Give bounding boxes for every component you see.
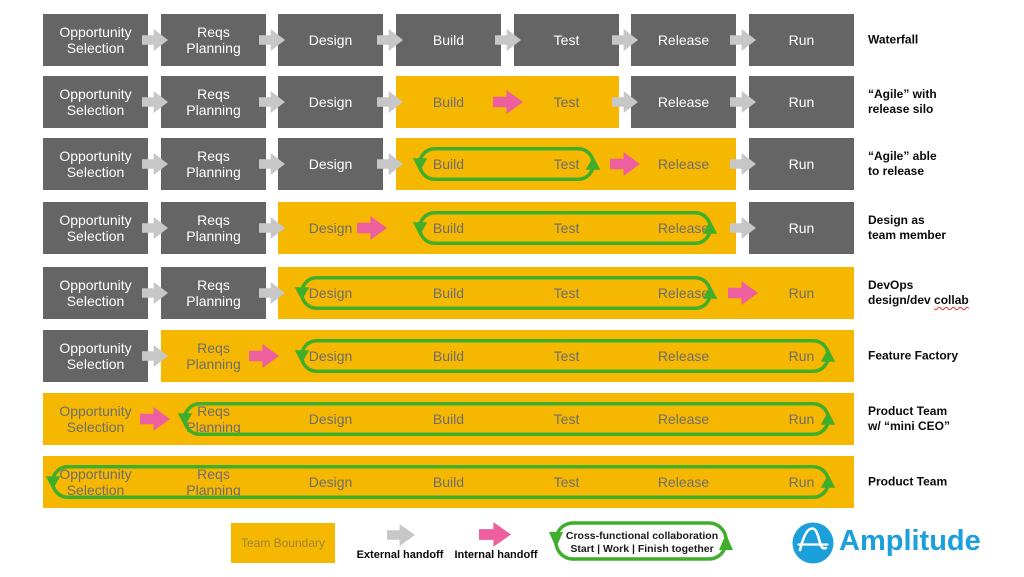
stage-box-gray [278, 138, 383, 190]
collaboration-loop-icon [542, 517, 740, 565]
external-handoff-arrow-icon [259, 28, 286, 52]
row-label-line: DevOps [868, 278, 914, 292]
internal-handoff-arrow-icon [727, 280, 758, 306]
legend-collab-line1: Cross-functional collaboration [565, 530, 719, 542]
team-boundary-block [43, 456, 854, 508]
external-handoff-arrow-icon [612, 28, 639, 52]
collaboration-loop-icon [412, 147, 601, 181]
row-label-line: “Agile” able [868, 149, 937, 163]
row-label-text: design/dev [868, 293, 935, 307]
external-handoff-arrow-icon [141, 90, 168, 114]
spellcheck-underlined-word: collab [934, 293, 969, 307]
external-handoff-arrow-icon [259, 152, 286, 176]
collaboration-loop-icon [45, 465, 836, 499]
row-label-line: design/dev collab [868, 293, 969, 308]
row-label-line: team member [868, 228, 947, 242]
legend-internal-handoff-label: Internal handoff [454, 549, 538, 561]
stage-box-gray [43, 330, 148, 382]
external-handoff-arrow-icon [259, 90, 286, 114]
stage-box-gray [396, 14, 501, 66]
team-boundary-block [396, 138, 736, 190]
external-handoff-arrow-icon [141, 281, 168, 305]
stage-box-gray [749, 202, 854, 254]
row-label: Waterfall [868, 33, 918, 48]
stage-box-gray [278, 14, 383, 66]
stage-box-gray [43, 202, 148, 254]
external-handoff-arrow-icon [494, 28, 521, 52]
external-handoff-arrow-icon [729, 28, 756, 52]
row-label-line: Waterfall [868, 32, 919, 47]
stage-box-gray [278, 76, 383, 128]
row-label: Product Team [868, 475, 947, 490]
stage-box-gray [43, 267, 148, 319]
external-handoff-arrow-icon [141, 152, 168, 176]
external-handoff-arrow-icon [612, 90, 639, 114]
row-label-line: Product Team [868, 474, 948, 489]
stage-box-gray [161, 14, 266, 66]
row-label: “Agile” with release silo [868, 87, 937, 117]
team-boundary-block [278, 267, 854, 319]
external-handoff-arrow-icon [141, 28, 168, 52]
external-handoff-arrow-icon [376, 28, 403, 52]
legend-collaboration-label: Cross-functional collaboration Start | W… [556, 527, 728, 559]
amplitude-logo-icon [792, 522, 834, 564]
internal-handoff-arrow-icon [479, 521, 511, 548]
external-handoff-arrow-icon [387, 523, 415, 547]
external-handoff-arrow-icon [376, 90, 403, 114]
stage-box-gray [749, 76, 854, 128]
collaboration-loop-icon [177, 402, 836, 436]
external-handoff-arrow-icon [141, 216, 168, 240]
internal-handoff-arrow-icon [249, 343, 280, 369]
team-boundary-block [278, 202, 736, 254]
row-label-line: Design as [868, 213, 925, 227]
external-handoff-arrow-icon [259, 216, 286, 240]
internal-handoff-arrow-icon [139, 406, 170, 432]
row-label: DevOps design/dev collab [868, 278, 969, 308]
team-boundary-block [43, 393, 854, 445]
row-label-line: to release [868, 164, 925, 178]
internal-handoff-arrow-icon [492, 89, 523, 115]
stage-box-gray [514, 14, 619, 66]
stage-box-gray [43, 14, 148, 66]
stage-box-gray [161, 202, 266, 254]
stage-box-gray [43, 76, 148, 128]
stage-box-gray [43, 138, 148, 190]
stage-box-gray [631, 14, 736, 66]
row-label: Design as team member [868, 213, 946, 243]
row-label-line: w/ “mini CEO” [868, 419, 951, 433]
stage-box-gray [749, 14, 854, 66]
stage-box-gray [161, 267, 266, 319]
row-label-line: release silo [868, 102, 934, 116]
external-handoff-arrow-icon [729, 90, 756, 114]
stage-box-gray [161, 138, 266, 190]
row-label-line: Product Team [868, 404, 948, 418]
legend-collab-line2: Start | Work | Finish together [570, 543, 714, 555]
internal-handoff-arrow-icon [610, 151, 641, 177]
legend-external-handoff-label: External handoff [356, 549, 444, 561]
row-label: “Agile” able to release [868, 149, 937, 179]
stage-box-gray [161, 76, 266, 128]
row-label: Product Team w/ “mini CEO” [868, 404, 950, 434]
collaboration-loop-icon [294, 276, 718, 310]
row-label-line: “Agile” with [868, 87, 937, 101]
internal-handoff-arrow-icon [356, 215, 387, 241]
external-handoff-arrow-icon [729, 216, 756, 240]
amplitude-wordmark: Amplitude [839, 525, 981, 558]
collaboration-loop-icon [412, 211, 718, 245]
collaboration-loop-icon [294, 339, 836, 373]
legend-team-boundary-label: Team Boundary [240, 536, 326, 550]
row-label-line: Feature Factory [868, 348, 959, 363]
stage-box-gray [631, 76, 736, 128]
external-handoff-arrow-icon [259, 281, 286, 305]
stage-box-gray [749, 138, 854, 190]
legend-team-boundary-swatch: Team Boundary [231, 523, 335, 563]
row-label: Feature Factory [868, 349, 958, 364]
external-handoff-arrow-icon [729, 152, 756, 176]
external-handoff-arrow-icon [376, 152, 403, 176]
external-handoff-arrow-icon [141, 344, 168, 368]
